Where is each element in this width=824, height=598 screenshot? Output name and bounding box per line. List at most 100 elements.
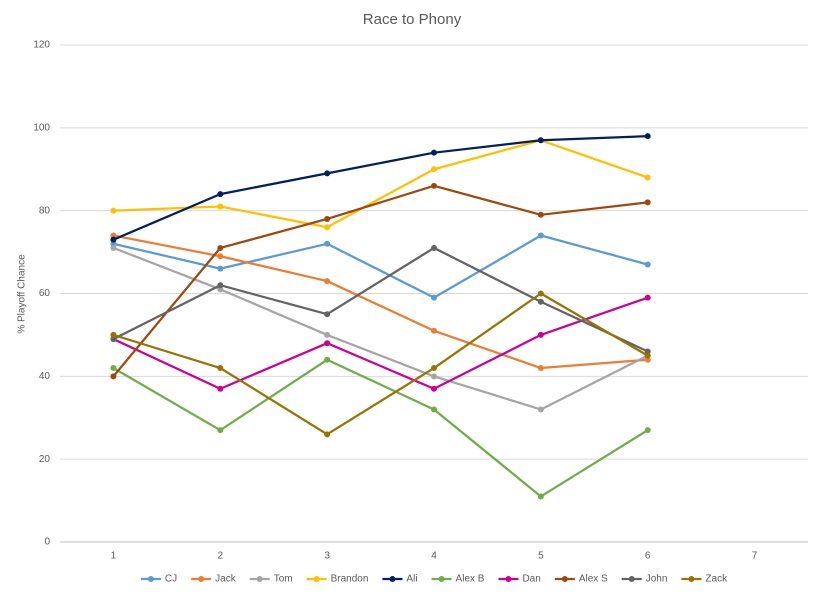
data-point [217, 265, 224, 272]
y-axis-label: % Playoff Chance [17, 254, 28, 334]
legend-label: Tom [274, 574, 293, 585]
data-point [217, 286, 224, 293]
data-point [324, 340, 331, 347]
legend-label: John [646, 574, 668, 585]
data-point [110, 373, 117, 380]
data-point [431, 406, 437, 413]
data-point [431, 244, 437, 251]
data-point [644, 261, 651, 268]
y-tick-label: 80 [39, 205, 51, 216]
series-line [113, 234, 649, 299]
data-point [110, 244, 117, 251]
data-point [644, 133, 651, 140]
data-point [217, 385, 224, 392]
series-line [113, 234, 648, 370]
x-tick-label: 3 [324, 551, 330, 562]
data-point [110, 336, 117, 343]
legend-item: Brandon [306, 574, 369, 585]
data-point [110, 331, 117, 338]
data-point [431, 385, 437, 392]
data-point [217, 282, 224, 289]
data-point [644, 174, 651, 181]
data-point [217, 191, 224, 198]
data-point [324, 311, 331, 318]
legend-label: Zack [705, 574, 728, 585]
legend-item: Ali [382, 574, 418, 585]
data-point [217, 365, 224, 372]
legend-marker [688, 576, 695, 582]
series-line [113, 292, 649, 436]
data-point [324, 215, 331, 222]
data-point [324, 170, 331, 177]
data-point [431, 166, 437, 173]
data-point [324, 331, 331, 338]
data-point [217, 253, 224, 260]
data-point [537, 211, 544, 218]
data-point [537, 493, 544, 500]
data-point [431, 149, 437, 156]
y-tick-label: 40 [39, 371, 51, 382]
data-point [217, 203, 224, 210]
legend: CJ Jack Tom Brandon Ali Alex B Dan Alex S John Za… [140, 574, 728, 585]
legend-label: Alex S [579, 574, 608, 585]
data-point [431, 294, 437, 301]
data-point [644, 348, 651, 355]
legend-marker [147, 576, 154, 582]
legend-label: Ali [406, 574, 417, 585]
y-tick-label: 120 [33, 40, 50, 51]
data-point [431, 182, 437, 189]
series-line [113, 246, 649, 411]
series-line [112, 296, 649, 390]
series-line [112, 184, 648, 378]
legend-item: CJ [140, 574, 177, 585]
data-point [537, 365, 544, 372]
data-point [537, 290, 544, 297]
data-point [644, 294, 651, 301]
legend-label: Brandon [331, 574, 369, 585]
data-point [537, 331, 544, 338]
legend-item: Alex B [431, 574, 485, 585]
legend-marker [505, 576, 512, 582]
data-point [537, 232, 544, 239]
data-point [324, 356, 331, 363]
x-tick-label: 4 [431, 551, 437, 562]
legend-label: Dan [522, 574, 540, 585]
data-point [217, 244, 224, 251]
legend-marker [438, 576, 445, 582]
data-point [537, 406, 544, 413]
data-point [110, 236, 117, 243]
data-point [537, 298, 544, 305]
data-point [431, 327, 437, 334]
chart-title: Race to Phony [363, 11, 462, 28]
data-point [431, 365, 437, 372]
data-point [644, 199, 651, 206]
x-tick-label: 6 [645, 551, 651, 562]
legend-marker [389, 576, 396, 582]
legend-marker [198, 576, 205, 582]
legend-item: Dan [498, 574, 541, 585]
y-tick-label: 0 [44, 537, 50, 548]
data-point [324, 240, 331, 247]
legend-label: Jack [215, 574, 237, 585]
data-point [217, 427, 224, 434]
legend-item: Jack [191, 574, 237, 585]
data-point [644, 352, 651, 359]
legend-item: John [621, 574, 668, 585]
y-tick-label: 60 [39, 288, 51, 299]
x-tick-label: 1 [111, 551, 117, 562]
data-point [324, 278, 331, 285]
data-point [110, 232, 117, 239]
data-point [644, 427, 651, 434]
legend-label: Alex B [456, 574, 485, 585]
x-tick-label: 5 [538, 551, 544, 562]
legend-item: Zack [681, 574, 728, 585]
data-point [110, 207, 117, 214]
data-point [110, 240, 117, 247]
legend-item: Tom [249, 574, 293, 585]
data-point [324, 224, 331, 231]
legend-marker [628, 576, 635, 582]
data-point [431, 373, 437, 380]
y-tick-label: 100 [33, 122, 50, 133]
data-point [324, 431, 331, 438]
